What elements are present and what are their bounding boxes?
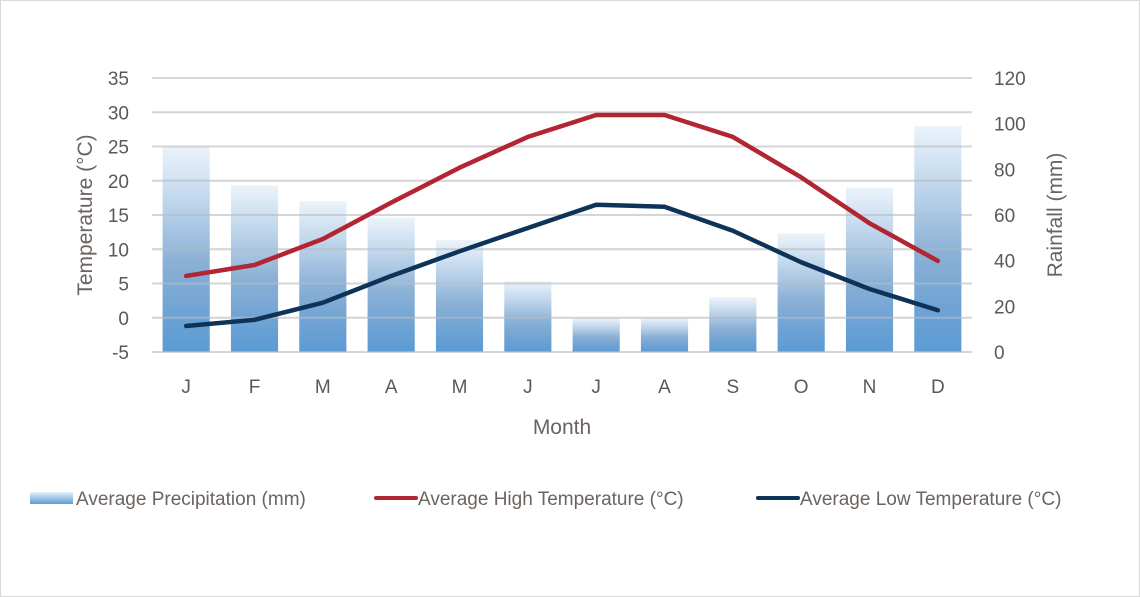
x-tick-label: F	[249, 377, 261, 398]
left-tick-label: 5	[118, 275, 129, 296]
x-tick-label: A	[385, 377, 398, 398]
precipitation-bar[interactable]	[162, 146, 210, 353]
x-tick-label: N	[863, 377, 877, 398]
x-tick-label: J	[181, 377, 191, 398]
left-axis-title: Temperature (°C)	[74, 134, 97, 295]
right-tick-label: 40	[994, 252, 1015, 273]
precipitation-bar[interactable]	[299, 201, 347, 352]
right-tick-label: 100	[994, 115, 1026, 136]
legend-swatch-precipitation	[30, 492, 73, 504]
legend: Average Precipitation (mm) Average High …	[30, 489, 1061, 510]
legend-label-precipitation: Average Precipitation (mm)	[76, 489, 306, 510]
x-tick-label: A	[658, 377, 671, 398]
legend-label-low-temp: Average Low Temperature (°C)	[800, 489, 1061, 510]
right-tick-label: 80	[994, 160, 1015, 181]
x-tick-label: O	[794, 377, 809, 398]
x-tick-label: S	[726, 377, 739, 398]
left-tick-label: 0	[118, 309, 129, 330]
left-tick-label: 15	[108, 206, 129, 227]
gridlines	[152, 77, 972, 353]
right-tick-label: 0	[994, 343, 1005, 364]
left-tick-label: 35	[108, 69, 129, 90]
legend-label-high-temp: Average High Temperature (°C)	[418, 489, 684, 510]
x-tick-label: J	[591, 377, 601, 398]
left-tick-label: 30	[108, 103, 129, 124]
left-tick-label: -5	[112, 343, 129, 364]
left-tick-label: 25	[108, 138, 129, 159]
temperature-lines	[183, 112, 941, 329]
precipitation-bar[interactable]	[777, 233, 825, 352]
x-tick-label: D	[931, 377, 945, 398]
left-tick-label: 10	[108, 240, 129, 261]
precipitation-bar[interactable]	[504, 281, 552, 352]
right-tick-label: 120	[994, 69, 1026, 90]
x-axis-title: Month	[533, 416, 591, 439]
high-temp-line[interactable]	[183, 112, 941, 279]
legend-item-high-temp[interactable]: Average High Temperature (°C)	[374, 489, 684, 510]
precipitation-bar[interactable]	[914, 125, 962, 352]
precipitation-bar[interactable]	[640, 317, 689, 352]
x-tick-label: M	[315, 377, 331, 398]
right-axis-title: Rainfall (mm)	[1044, 153, 1067, 278]
x-tick-label: J	[523, 377, 533, 398]
low-temp-line[interactable]	[183, 202, 941, 329]
precipitation-bar[interactable]	[709, 297, 757, 352]
right-axis-ticks: 120 100 80 60 40 20 0	[994, 69, 1026, 364]
right-tick-label: 20	[994, 297, 1015, 318]
legend-item-precipitation[interactable]: Average Precipitation (mm)	[30, 489, 306, 510]
left-axis-ticks: 35 30 25 20 15 10 5 0 -5	[108, 69, 129, 364]
x-tick-label: M	[452, 377, 468, 398]
precipitation-bar[interactable]	[572, 317, 620, 352]
precipitation-bars	[152, 77, 972, 353]
left-tick-label: 20	[108, 172, 129, 193]
precipitation-bar[interactable]	[367, 217, 415, 352]
right-tick-label: 60	[994, 206, 1015, 227]
legend-item-low-temp[interactable]: Average Low Temperature (°C)	[756, 489, 1061, 510]
